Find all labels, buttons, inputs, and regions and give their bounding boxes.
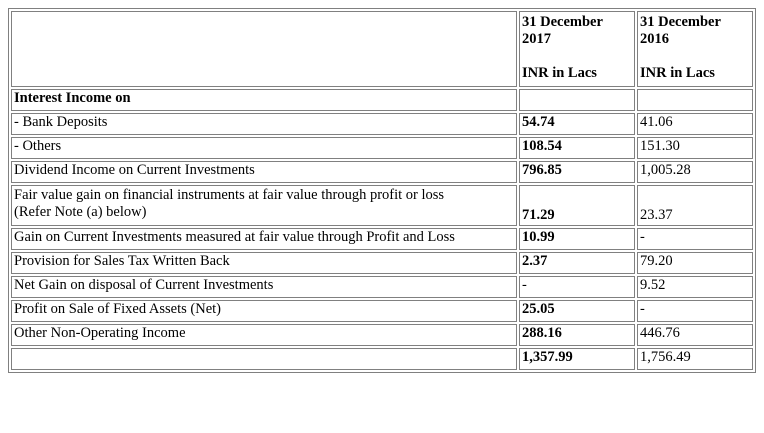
row-label-gain-current-investments: Gain on Current Investments measured at … [11, 228, 517, 250]
row-label-net-gain-disposal: Net Gain on disposal of Current Investme… [11, 276, 517, 298]
header-2017-date-line1: 31 December [522, 14, 603, 30]
table-row: Dividend Income on Current Investments 7… [11, 161, 753, 183]
row-value-2017: 108.54 [519, 137, 635, 159]
other-income-table: 31 December 2017 INR in Lacs 31 December… [8, 8, 756, 373]
row-value-2017 [519, 89, 635, 111]
header-label-cell [11, 11, 517, 87]
total-value-2016: 1,756.49 [637, 348, 753, 370]
row-value-2017: 2.37 [519, 252, 635, 274]
header-2017-cell: 31 December 2017 INR in Lacs [519, 11, 635, 87]
row-value-2016: 9.52 [637, 276, 753, 298]
row-label-interest-income: Interest Income on [11, 89, 517, 111]
header-row: 31 December 2017 INR in Lacs 31 December… [11, 11, 753, 87]
table-row: Other Non-Operating Income 288.16 446.76 [11, 324, 753, 346]
row-value-2016: 1,005.28 [637, 161, 753, 183]
table-row: - Bank Deposits 54.74 41.06 [11, 113, 753, 135]
row-label-profit-sale-fixed-assets: Profit on Sale of Fixed Assets (Net) [11, 300, 517, 322]
header-2016-date-line2: 2016 [640, 31, 669, 47]
row-label-provision-sales-tax: Provision for Sales Tax Written Back [11, 252, 517, 274]
table-row: Net Gain on disposal of Current Investme… [11, 276, 753, 298]
row-value-2017: 71.29 [519, 185, 635, 226]
header-2016-date-line1: 31 December [640, 14, 721, 30]
table-row: Provision for Sales Tax Written Back 2.3… [11, 252, 753, 274]
table-row: Profit on Sale of Fixed Assets (Net) 25.… [11, 300, 753, 322]
row-label-bank-deposits: - Bank Deposits [11, 113, 517, 135]
table-row: Gain on Current Investments measured at … [11, 228, 753, 250]
row-value-2016: 151.30 [637, 137, 753, 159]
row-label-line1: Fair value gain on financial instruments… [14, 187, 445, 203]
row-value-2017: - [519, 276, 635, 298]
row-value-2016: 446.76 [637, 324, 753, 346]
header-2017-unit: INR in Lacs [522, 65, 597, 81]
row-value-2016: 79.20 [637, 252, 753, 274]
row-label-fair-value-gain: Fair value gain on financial instruments… [11, 185, 517, 226]
total-label-cell [11, 348, 517, 370]
row-label-line2: (Refer Note (a) below) [14, 204, 147, 220]
header-2016-unit: INR in Lacs [640, 65, 715, 81]
row-value-2017: 288.16 [519, 324, 635, 346]
total-row: 1,357.99 1,756.49 [11, 348, 753, 370]
row-value-2016: - [637, 228, 753, 250]
row-value-2016: 23.37 [637, 185, 753, 226]
table-row: - Others 108.54 151.30 [11, 137, 753, 159]
row-value-2016 [637, 89, 753, 111]
row-value-2017: 54.74 [519, 113, 635, 135]
header-2016-cell: 31 December 2016 INR in Lacs [637, 11, 753, 87]
row-value-2017: 796.85 [519, 161, 635, 183]
total-value-2017: 1,357.99 [519, 348, 635, 370]
row-label-others: - Others [11, 137, 517, 159]
table-row: Interest Income on [11, 89, 753, 111]
header-2017-date-line2: 2017 [522, 31, 551, 47]
row-label-other-non-operating: Other Non-Operating Income [11, 324, 517, 346]
row-label-dividend-income: Dividend Income on Current Investments [11, 161, 517, 183]
table-row: Fair value gain on financial instruments… [11, 185, 753, 226]
row-value-2017: 10.99 [519, 228, 635, 250]
row-value-2016: 41.06 [637, 113, 753, 135]
row-value-2016: - [637, 300, 753, 322]
row-value-2017: 25.05 [519, 300, 635, 322]
